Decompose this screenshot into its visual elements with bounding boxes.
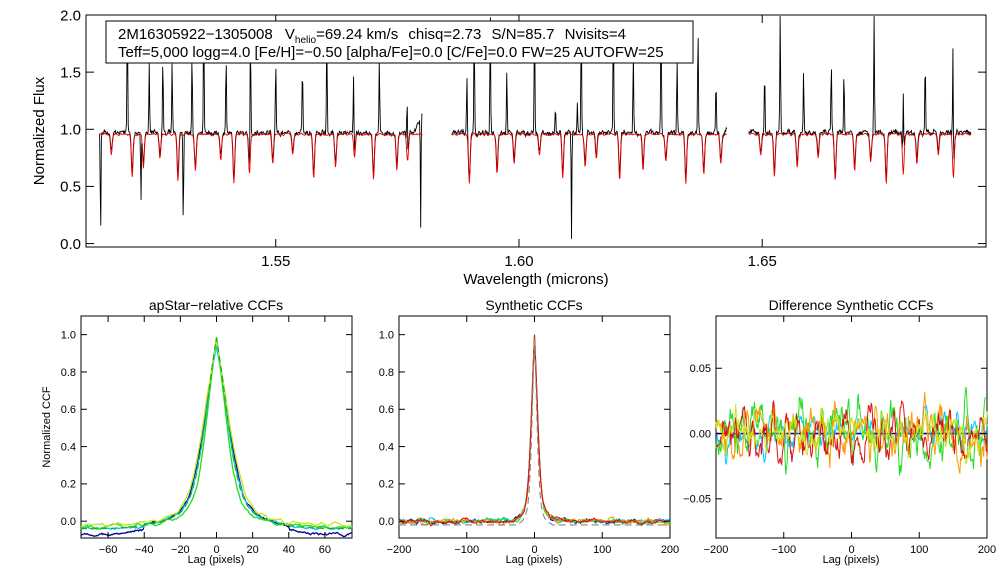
difference-ccf-y-tick-label: −0.05 — [683, 494, 711, 506]
apstar-ccf-y-tick-label: 0.2 — [61, 479, 76, 491]
difference-ccf-line-visit-6 — [715, 404, 988, 465]
apstar-ccf-line-visit-2 — [80, 346, 353, 531]
difference-ccf-y-tick-label: 0.05 — [690, 363, 711, 375]
difference-ccf-x-tick-label: −200 — [704, 544, 729, 556]
snr-text: S/N=85.7 — [492, 26, 555, 43]
synthetic-ccf-x-axis-label: Lag (pixels) — [506, 554, 563, 566]
spectrum-y-tick-label: 1.0 — [60, 122, 81, 139]
info-box-frame — [105, 20, 694, 64]
synthetic-ccf-line-visit-5 — [398, 335, 671, 527]
synthetic-ccf-x-tick-label: −100 — [454, 544, 479, 556]
spectrum-plot-frame — [85, 14, 987, 248]
synthetic-spectrum-line — [748, 132, 972, 184]
difference-ccf-x-tick-label: −100 — [771, 544, 796, 556]
synthetic-ccf-line-visit-4 — [398, 333, 671, 527]
apstar-ccf-y-axis-label: Normalized CCF — [41, 386, 53, 468]
apstar-ccf-x-tick-label: 60 — [319, 544, 331, 556]
apstar-ccf-title: apStar−relative CCFs — [149, 297, 283, 313]
synthetic-ccf-y-tick-label: 0.6 — [379, 404, 394, 416]
synthetic-spectrum-line — [451, 132, 728, 184]
spectrum-x-tick-label: 1.55 — [261, 253, 290, 270]
apstar-ccf-x-axis-label: Lag (pixels) — [188, 554, 245, 566]
spectrum-y-tick-label: 0.0 — [60, 236, 81, 253]
synthetic-ccf-line-template — [399, 338, 670, 526]
difference-ccf-line-visit-4 — [715, 392, 988, 474]
spectrum-info-box: 2M16305922−1305008 Vhelio=69.24 km/s chi… — [105, 20, 694, 64]
observed-spectrum-line — [99, 27, 423, 228]
spectrum-y-axis-label: Normalized Flux — [31, 76, 48, 185]
difference-ccf-y-tick-label: 0.00 — [690, 428, 711, 440]
synthetic-ccf-line-visit-1 — [398, 339, 671, 526]
apstar-ccf-line-combined — [81, 338, 352, 530]
apstar-ccf-x-tick-label: 0 — [213, 544, 219, 556]
difference-ccf-ticks: −200 −100 0 100 200 −0.05 0.00 0.05 — [683, 316, 996, 556]
apstar-ccf-line-visit-1 — [80, 341, 353, 538]
nvisits-text: Nvisits=4 — [565, 26, 626, 43]
apstar-ccf-y-tick-label: 0.0 — [61, 516, 76, 528]
synthetic-ccf-ticks: −200 −100 0 100 200 0.0 0.2 0.4 0.6 0.8 1.0 — [379, 316, 679, 556]
apstar-ccf-y-tick-label: 0.6 — [61, 404, 76, 416]
difference-ccf-x-tick-label: 100 — [910, 544, 928, 556]
apstar-ccf-traces — [80, 336, 353, 538]
synthetic-ccf-y-tick-label: 0.0 — [379, 516, 394, 528]
synthetic-ccf-traces — [398, 333, 671, 527]
spectrum-ticks: 1.55 1.60 1.65 0.0 0.5 1.0 1.5 2.0 — [60, 7, 986, 270]
synthetic-ccf-title: Synthetic CCFs — [485, 297, 582, 313]
synthetic-ccf-x-tick-label: −200 — [387, 544, 412, 556]
difference-ccf-x-axis-label: Lag (pixels) — [823, 554, 880, 566]
apstar-ccf-x-tick-label: −20 — [171, 544, 190, 556]
star-id-text: 2M16305922−1305008 — [118, 26, 273, 43]
spectrum-traces — [99, 15, 972, 239]
apstar-ccf-x-tick-label: −60 — [99, 544, 118, 556]
difference-ccf-line-visit-5 — [715, 400, 988, 467]
synthetic-ccf-x-tick-label: 100 — [593, 544, 611, 556]
spectrum-x-axis-label: Wavelength (microns) — [463, 271, 608, 288]
spectrum-plot: 1.55 1.60 1.65 0.0 0.5 1.0 1.5 2.0 Wavelength (… — [31, 7, 987, 288]
vhelio-subscript: helio — [295, 35, 317, 46]
apstar-ccf-x-tick-label: 40 — [283, 544, 295, 556]
chisq-text: chisq=2.73 — [408, 26, 481, 43]
synthetic-ccf-y-tick-label: 1.0 — [379, 330, 394, 342]
spectrum-y-tick-label: 0.5 — [60, 179, 81, 196]
synthetic-ccf-x-tick-label: 0 — [531, 544, 537, 556]
synthetic-ccf-plot: Synthetic CCFs −200 −100 0 100 200 0.0 0.2 0.4 0… — [379, 297, 679, 566]
synthetic-ccf-line-visit-3 — [398, 336, 671, 526]
apstar-ccf-y-tick-label: 1.0 — [61, 330, 76, 342]
vhelio-label: V — [285, 26, 295, 43]
difference-ccf-title: Difference Synthetic CCFs — [769, 297, 934, 313]
observed-spectrum-line — [748, 15, 972, 179]
synthetic-ccf-line-visit-2 — [398, 340, 671, 526]
apstar-ccf-y-tick-label: 0.4 — [61, 441, 76, 453]
synthetic-ccf-y-tick-label: 0.2 — [379, 479, 394, 491]
synthetic-ccf-y-tick-label: 0.8 — [379, 367, 394, 379]
apstar-ccf-x-tick-label: 20 — [247, 544, 259, 556]
difference-ccf-plot: Difference Synthetic CCFs −200 −100 0 100 20… — [683, 297, 996, 566]
synthetic-ccf-y-tick-label: 0.4 — [379, 441, 394, 453]
apstar-ccf-ticks: −60 −40 −20 0 20 40 60 0.0 0.2 0.4 0.6 0.8 1.0 — [61, 316, 352, 556]
difference-ccf-x-tick-label: 0 — [848, 544, 854, 556]
spectrum-x-tick-label: 1.60 — [504, 253, 533, 270]
apstar-ccf-line-visit-3 — [80, 336, 353, 530]
apstar-ccf-line-visit-4 — [80, 341, 353, 528]
info-line-1: 2M16305922−1305008 Vhelio=69.24 km/s chi… — [118, 26, 626, 46]
spectrum-x-tick-label: 1.65 — [748, 253, 777, 270]
vhelio-value: =69.24 km/s — [316, 26, 398, 43]
apstar-ccf-y-tick-label: 0.8 — [61, 367, 76, 379]
spectrum-y-tick-label: 2.0 — [60, 7, 81, 24]
synthetic-spectrum-line — [99, 132, 423, 184]
apstar-ccf-x-tick-label: −40 — [135, 544, 154, 556]
synthetic-ccf-x-tick-label: 200 — [661, 544, 679, 556]
difference-ccf-traces — [715, 386, 988, 476]
difference-ccf-x-tick-label: 200 — [978, 544, 996, 556]
apstar-ccf-plot: apStar−relative CCFs −60 −40 −20 0 20 40 60 0.0… — [41, 297, 353, 566]
spectrum-y-tick-label: 1.5 — [60, 64, 81, 81]
info-line-2: Teff=5,000 logg=4.0 [Fe/H]=−0.50 [alpha/… — [118, 44, 664, 61]
